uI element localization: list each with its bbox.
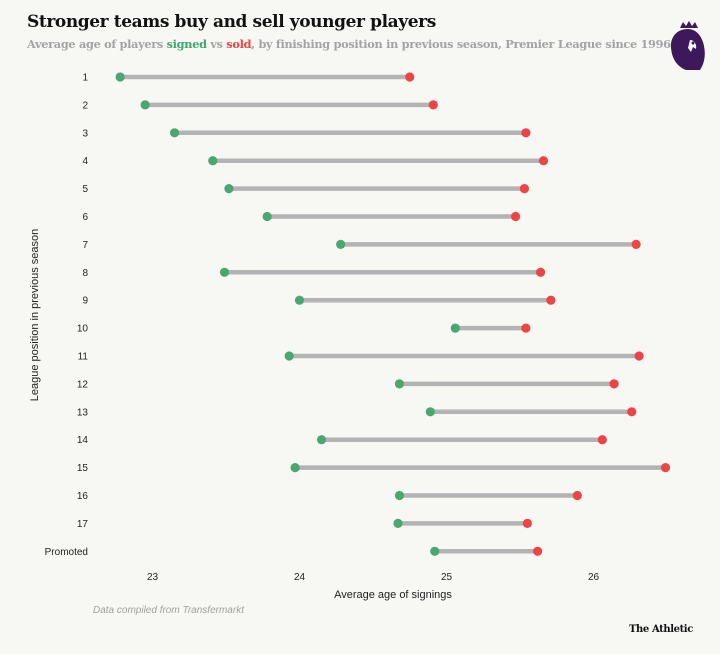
subtitle-text: vs <box>206 37 227 51</box>
signed-point <box>394 490 405 501</box>
y-tick-label: 2 <box>82 100 88 111</box>
signed-point <box>394 379 405 389</box>
dumbbell-row: 10 <box>77 323 531 335</box>
y-tick-label: 4 <box>82 156 88 167</box>
sold-point <box>609 379 619 389</box>
sold-point <box>521 128 531 138</box>
y-tick-label: 13 <box>77 407 89 418</box>
dumbbell-row: 5 <box>82 184 530 195</box>
signed-point <box>450 323 460 333</box>
y-tick-label: 16 <box>77 491 89 502</box>
dumbbell-row: 16 <box>77 490 582 502</box>
subtitle-signed: signed <box>166 37 207 51</box>
dumbbell-row: 9 <box>82 295 556 307</box>
y-tick-label: 8 <box>82 268 88 279</box>
y-tick-label: 10 <box>77 324 89 335</box>
subtitle-text: Average age of players <box>27 37 167 51</box>
signed-point <box>262 211 272 222</box>
signed-point <box>224 184 234 194</box>
sold-point <box>631 239 641 249</box>
signed-point <box>208 156 218 166</box>
signed-point <box>336 239 346 249</box>
signed-point <box>393 518 403 529</box>
sold-point <box>538 156 549 166</box>
x-tick-label: 24 <box>294 572 306 583</box>
chart-subtitle: Average age of players signed vs sold, b… <box>27 37 691 51</box>
y-tick-label: Promoted <box>45 547 88 558</box>
source-note: Data compiled from Transfermarkt <box>93 605 244 616</box>
y-axis-label: League position in previous season <box>29 229 41 401</box>
dumbbell-row: 1 <box>82 72 415 84</box>
sold-point <box>519 184 530 194</box>
y-tick-label: 17 <box>77 519 89 530</box>
y-tick-label: 7 <box>82 240 88 251</box>
dumbbell-row: Promoted <box>45 546 543 558</box>
signed-point <box>294 295 305 305</box>
signed-point <box>430 546 440 556</box>
sold-point <box>533 546 543 556</box>
signed-point <box>284 351 294 361</box>
sold-point <box>572 490 582 501</box>
dumbbell-row: 17 <box>77 518 532 530</box>
signed-point <box>115 72 125 82</box>
signed-point <box>316 435 327 445</box>
dumbbell-row: 2 <box>82 100 438 111</box>
subtitle-sold: sold <box>226 37 252 51</box>
dumbbell-row: 4 <box>82 156 549 167</box>
y-tick-label: 15 <box>77 463 89 474</box>
y-tick-label: 11 <box>78 352 89 363</box>
y-tick-label: 14 <box>77 435 89 446</box>
y-tick-label: 5 <box>82 184 88 195</box>
y-tick-label: 1 <box>82 73 88 84</box>
sold-point <box>546 295 556 305</box>
dumbbell-row: 8 <box>82 267 546 279</box>
sold-point <box>535 267 546 277</box>
y-tick-label: 3 <box>82 128 88 139</box>
sold-point <box>428 100 438 110</box>
sold-point <box>522 518 532 529</box>
dumbbell-row: 7 <box>82 239 641 251</box>
sold-point <box>510 211 521 222</box>
x-axis-label: Average age of signings <box>334 589 452 601</box>
dumbbell-row: 15 <box>77 463 671 474</box>
x-tick-label: 23 <box>147 572 159 583</box>
signed-point <box>219 267 230 277</box>
brand-logo: The Athletic <box>629 624 693 635</box>
sold-point <box>597 435 607 445</box>
x-tick-label: 26 <box>588 572 600 583</box>
signed-point <box>290 463 300 473</box>
dumbbell-row: 12 <box>77 379 619 390</box>
subtitle-text: , by finishing position in previous seas… <box>251 37 691 51</box>
sold-point <box>660 463 671 473</box>
x-tick-label: 25 <box>441 572 453 583</box>
y-tick-label: 6 <box>82 212 88 223</box>
sold-point <box>634 351 644 361</box>
signed-point <box>140 100 150 110</box>
dumbbell-row: 6 <box>82 211 521 223</box>
signed-point <box>169 128 180 138</box>
premier-league-lion-icon <box>670 21 705 70</box>
dumbbell-row: 14 <box>77 435 607 446</box>
dumbbell-row: 3 <box>82 128 531 139</box>
dumbbell-row: 11 <box>78 351 644 363</box>
y-tick-label: 9 <box>82 296 88 307</box>
signed-point <box>425 407 435 417</box>
sold-point <box>627 407 637 417</box>
y-tick-label: 12 <box>77 379 89 390</box>
sold-point <box>405 72 415 82</box>
sold-point <box>521 323 531 333</box>
dumbbell-row: 13 <box>77 407 637 418</box>
chart-title: Stronger teams buy and sell younger play… <box>27 12 436 32</box>
